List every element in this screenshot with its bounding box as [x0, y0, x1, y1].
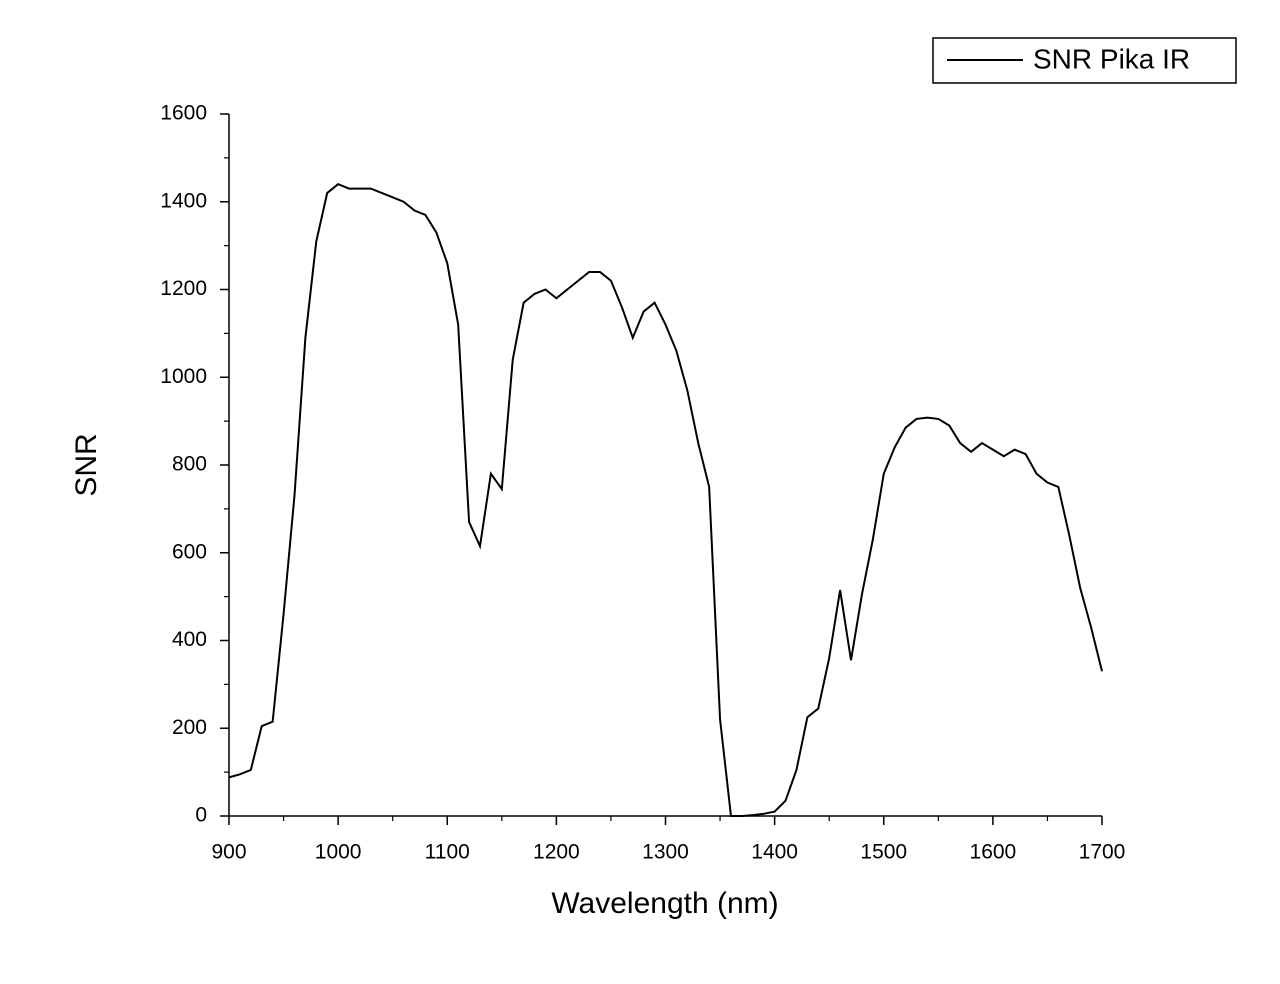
y-tick-label: 1400: [160, 189, 207, 212]
x-tick-label: 1500: [860, 841, 907, 864]
y-tick-label: 800: [172, 453, 207, 476]
y-tick-label: 1600: [160, 102, 207, 125]
legend-label: SNR Pika IR: [1033, 43, 1190, 74]
y-axis-label: SNR: [70, 433, 103, 496]
y-tick-label: 1000: [160, 365, 207, 388]
y-tick-label: 400: [172, 628, 207, 651]
x-tick-label: 1400: [751, 841, 798, 864]
x-tick-label: 1600: [970, 841, 1017, 864]
x-tick-label: 1300: [642, 841, 689, 864]
x-tick-label: 1000: [315, 841, 362, 864]
y-tick-label: 200: [172, 716, 207, 739]
x-axis-label: Wavelength (nm): [551, 887, 778, 920]
x-tick-label: 1100: [425, 841, 470, 864]
y-tick-label: 600: [172, 540, 207, 563]
x-tick-label: 1700: [1079, 841, 1126, 864]
y-tick-label: 1200: [160, 277, 207, 300]
x-tick-label: 1200: [533, 841, 580, 864]
line: [228, 183, 1103, 817]
y-tick-label: 0: [195, 804, 207, 827]
x-tick-label: 900: [211, 841, 246, 864]
